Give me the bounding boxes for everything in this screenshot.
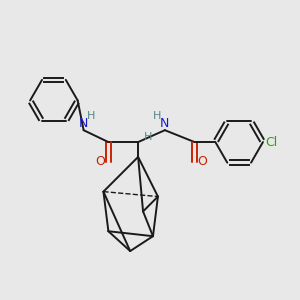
Text: H: H (144, 132, 152, 142)
Text: O: O (198, 155, 207, 168)
Text: O: O (95, 155, 105, 168)
Text: H: H (153, 111, 161, 121)
Text: H: H (87, 111, 96, 121)
Text: Cl: Cl (266, 136, 278, 148)
Text: N: N (79, 117, 88, 130)
Text: N: N (160, 117, 170, 130)
